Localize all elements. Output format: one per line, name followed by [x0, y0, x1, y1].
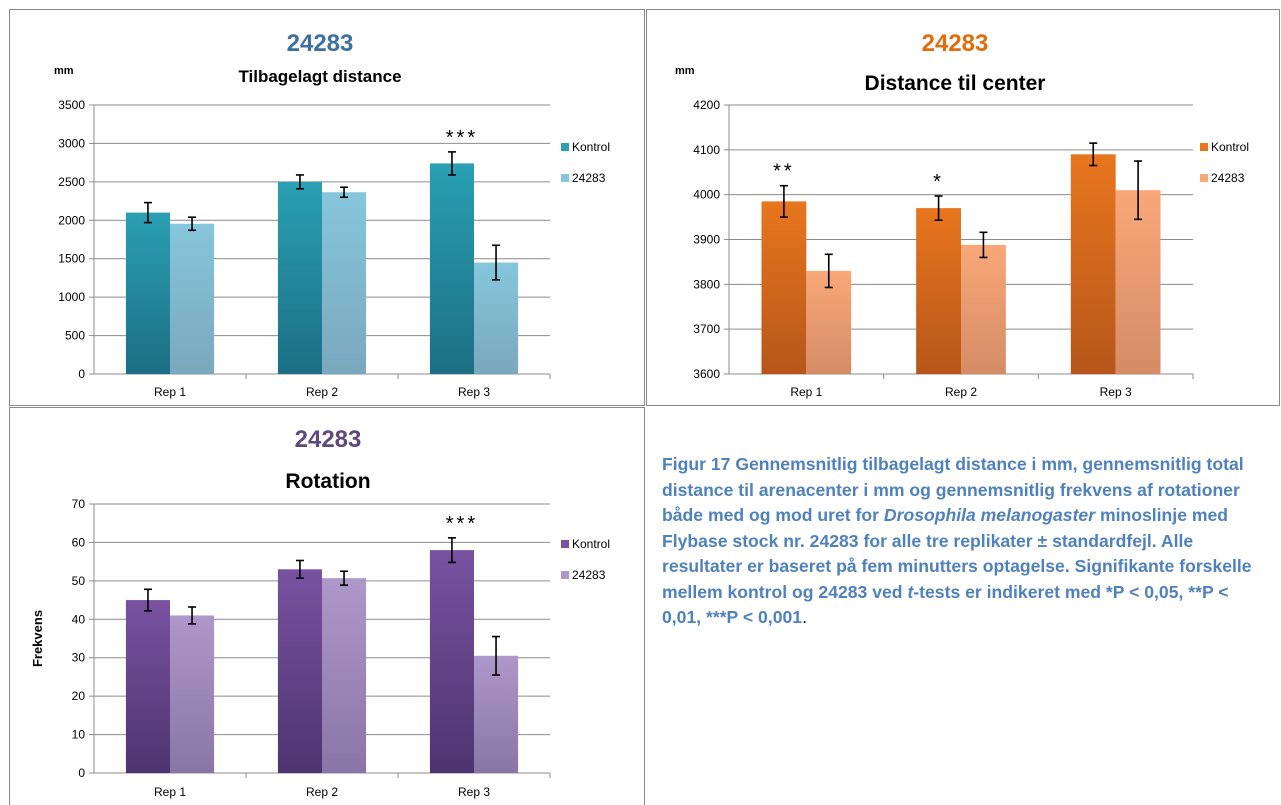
- bar-treatment: [961, 244, 1006, 374]
- y-axis-title: Frekvens: [30, 610, 45, 667]
- legend-label: 24283: [572, 171, 606, 185]
- chart-title: 24283: [287, 30, 354, 57]
- bar-treatment: [322, 578, 367, 773]
- legend-label: Kontrol: [572, 140, 610, 154]
- significance-marker: **: [773, 161, 795, 183]
- legend-label: Kontrol: [1211, 140, 1249, 154]
- bar-kontrol: [429, 163, 474, 374]
- bar-kontrol: [916, 208, 961, 374]
- y-tick-label: 30: [72, 651, 86, 665]
- caption-text-1: Figur 17 Gennemsnitlig tilbagelagt dista…: [662, 454, 1244, 525]
- y-tick-label: 70: [72, 497, 86, 511]
- chart-subtitle: Tilbagelagt distance: [238, 67, 401, 86]
- x-tick-label: Rep 2: [306, 385, 338, 399]
- y-tick-label: 20: [72, 689, 86, 703]
- chart-title: 24283: [922, 30, 989, 57]
- bar-kontrol: [125, 212, 170, 374]
- chart-1-svg: 24283 Distance til center mm 3600 3700 3800 39…: [675, 30, 1249, 399]
- chart-subtitle: Rotation: [285, 470, 370, 493]
- legend-label: 24283: [1211, 171, 1245, 185]
- figure-caption: Figur 17 Gennemsnitlig tilbagelagt dista…: [662, 452, 1272, 631]
- x-tick-label: Rep 2: [945, 385, 977, 399]
- y-tick-label: 3500: [58, 98, 85, 112]
- significance-marker: ***: [446, 127, 478, 149]
- y-tick-label: 3700: [693, 322, 720, 336]
- x-tick-label: Rep 1: [790, 385, 822, 399]
- bar-kontrol: [125, 600, 170, 773]
- caption-t: t: [907, 581, 914, 602]
- bar-treatment: [170, 615, 215, 773]
- caption-species: Drosophila melanogaster: [883, 505, 1096, 525]
- y-tick-label: 10: [72, 728, 86, 742]
- bar-treatment: [322, 192, 367, 374]
- legend-swatch: [561, 540, 569, 548]
- bar-treatment: [170, 223, 215, 374]
- y-tick-label: 1000: [58, 290, 85, 304]
- unit-label: mm: [675, 65, 695, 77]
- y-tick-label: 2000: [58, 213, 85, 227]
- legend-label: 24283: [572, 568, 606, 582]
- chart-2-svg: 24283 Rotation Frekvens 0 10 20 30 40 50 60 70 Rep …: [30, 426, 610, 799]
- legend-swatch: [561, 174, 569, 182]
- unit-label: mm: [54, 65, 74, 77]
- x-tick-label: Rep 3: [458, 385, 490, 399]
- significance-marker: ***: [446, 513, 478, 535]
- bar-kontrol: [1070, 154, 1116, 374]
- y-tick-label: 4200: [693, 98, 720, 112]
- y-tick-label: 40: [72, 612, 86, 626]
- x-tick-label: Rep 1: [154, 785, 186, 799]
- y-tick-label: 50: [72, 574, 86, 588]
- chart-panel-center: 24283 Distance til center mm 3600 3700 3800 39…: [646, 9, 1280, 406]
- legend-swatch: [561, 571, 569, 579]
- bar-treatment: [474, 262, 519, 374]
- caption-text-2: minoslinje med Flybase stock nr. 24283 f…: [662, 505, 1252, 602]
- significance-marker: *: [933, 171, 944, 193]
- chart-panel-distance: 24283 Tilbagelagt distance mm 0 500 1000 1500 2…: [9, 9, 645, 406]
- chart-0-svg: 24283 Tilbagelagt distance mm 0 500 1000 1500 2…: [54, 30, 610, 399]
- y-tick-label: 3900: [693, 233, 720, 247]
- bar-kontrol: [277, 181, 322, 374]
- chart-subtitle: Distance til center: [865, 72, 1046, 95]
- bar-kontrol: [429, 550, 474, 773]
- caption-text-3: -tests er indikeret med *P < 0,05, **P <…: [662, 581, 1229, 628]
- x-tick-label: Rep 3: [1100, 385, 1132, 399]
- bar-treatment: [1115, 190, 1161, 374]
- y-tick-label: 60: [72, 535, 86, 549]
- y-tick-label: 0: [78, 367, 85, 381]
- chart-panel-rotation: 24283 Rotation Frekvens 0 10 20 30 40 50 60 70 Rep …: [9, 407, 645, 805]
- legend-swatch: [1200, 174, 1208, 182]
- bar-kontrol: [277, 569, 322, 773]
- x-tick-label: Rep 2: [306, 785, 338, 799]
- legend-swatch: [561, 143, 569, 151]
- x-tick-label: Rep 1: [154, 385, 186, 399]
- y-tick-label: 500: [65, 329, 85, 343]
- y-tick-label: 0: [78, 766, 85, 780]
- y-tick-label: 2500: [58, 175, 85, 189]
- bar-kontrol: [761, 201, 807, 374]
- y-tick-label: 1500: [58, 252, 85, 266]
- legend-swatch: [1200, 143, 1208, 151]
- y-tick-label: 3800: [693, 277, 720, 291]
- y-tick-label: 4000: [693, 188, 720, 202]
- legend-label: Kontrol: [572, 537, 610, 551]
- y-tick-label: 4100: [693, 143, 720, 157]
- caption-end: .: [802, 607, 807, 627]
- chart-title: 24283: [295, 426, 362, 453]
- x-tick-label: Rep 3: [458, 785, 490, 799]
- y-tick-label: 3000: [58, 136, 85, 150]
- y-tick-label: 3600: [693, 367, 720, 381]
